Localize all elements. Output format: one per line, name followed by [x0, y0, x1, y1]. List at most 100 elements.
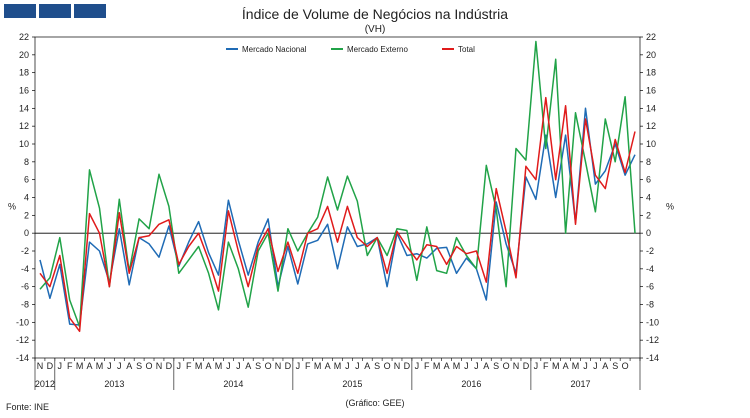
- x-tick-label-month: J: [226, 361, 231, 371]
- x-tick-label-month: M: [433, 361, 441, 371]
- x-tick-label-month: N: [275, 361, 282, 371]
- y-tick-label-right: 16: [646, 86, 656, 96]
- y-tick-label-left: 0: [24, 228, 29, 238]
- y-axis-label-left: %: [8, 201, 16, 211]
- x-tick-label-month: M: [453, 361, 461, 371]
- chart-title: Índice de Volume de Negócios na Indústri…: [241, 6, 509, 22]
- x-tick-label-month: D: [285, 361, 292, 371]
- x-tick-label-month: M: [552, 361, 560, 371]
- x-tick-label-month: A: [483, 361, 489, 371]
- legend-label: Mercado Nacional: [242, 45, 307, 54]
- y-tick-label-right: -14: [646, 353, 659, 363]
- x-tick-label-month: S: [612, 361, 618, 371]
- x-tick-label-month: F: [424, 361, 430, 371]
- header-block-2: [39, 4, 71, 18]
- y-axis-label-right: %: [666, 201, 674, 211]
- x-tick-label-month: J: [593, 361, 598, 371]
- y-tick-label-left: -10: [16, 317, 29, 327]
- x-tick-label-month: O: [622, 361, 629, 371]
- plot-frame: [34, 36, 641, 359]
- x-tick-label-month: A: [325, 361, 331, 371]
- x-tick-label-month: J: [464, 361, 469, 371]
- y-tick-label-left: 22: [19, 32, 29, 42]
- x-tick-label-month: J: [236, 361, 241, 371]
- x-tick-label-year: 2014: [223, 379, 243, 389]
- y-tick-label-right: 10: [646, 139, 656, 149]
- x-tick-label-month: D: [166, 361, 173, 371]
- x-tick-label-month: F: [67, 361, 73, 371]
- y-tick-label-left: 12: [19, 121, 29, 131]
- y-tick-label-right: 22: [646, 32, 656, 42]
- x-tick-label-month: F: [305, 361, 311, 371]
- x-tick-label-month: M: [76, 361, 84, 371]
- y-tick-label-left: 8: [24, 157, 29, 167]
- y-tick-label-left: 2: [24, 210, 29, 220]
- x-tick-label-month: M: [314, 361, 322, 371]
- x-tick-label-month: F: [543, 361, 549, 371]
- x-tick-label-month: A: [444, 361, 450, 371]
- x-tick-label-month: J: [107, 361, 112, 371]
- x-tick-label-month: J: [415, 361, 420, 371]
- x-tick-label-month: S: [136, 361, 142, 371]
- x-tick-label-month: M: [572, 361, 580, 371]
- y-tick-label-left: -14: [16, 353, 29, 363]
- header-blocks: [4, 4, 106, 18]
- header-block-1: [4, 4, 36, 18]
- x-tick-label-month: M: [334, 361, 342, 371]
- x-tick-label-year: 2017: [570, 379, 590, 389]
- y-tick-label-left: 4: [24, 193, 29, 203]
- x-tick-label-month: A: [364, 361, 370, 371]
- x-tick-label-month: A: [206, 361, 212, 371]
- y-tick-label-left: -8: [21, 300, 29, 310]
- y-tick-label-left: -4: [21, 264, 29, 274]
- x-tick-label-year: 2016: [461, 379, 481, 389]
- header-block-3: [74, 4, 106, 18]
- legend-label: Mercado Externo: [347, 45, 408, 54]
- x-tick-label-month: J: [177, 361, 182, 371]
- x-tick-label-month: M: [96, 361, 104, 371]
- x-tick-label-month: A: [126, 361, 132, 371]
- x-tick-label-month: M: [215, 361, 223, 371]
- y-tick-label-right: 2: [646, 210, 651, 220]
- y-tick-label-right: -12: [646, 335, 659, 345]
- x-tick-label-month: J: [296, 361, 301, 371]
- y-tick-label-left: 10: [19, 139, 29, 149]
- x-tick-label-month: J: [534, 361, 539, 371]
- y-tick-label-left: 18: [19, 68, 29, 78]
- y-tick-label-left: -2: [21, 246, 29, 256]
- x-tick-label-month: A: [87, 361, 93, 371]
- y-tick-label-right: -6: [646, 282, 654, 292]
- x-tick-label-year: 2015: [342, 379, 362, 389]
- legend-label: Total: [458, 45, 475, 54]
- x-tick-label-month: J: [117, 361, 122, 371]
- x-tick-label-month: J: [583, 361, 588, 371]
- x-tick-label-month: A: [563, 361, 569, 371]
- y-tick-label-left: 16: [19, 86, 29, 96]
- x-tick-label-month: D: [523, 361, 530, 371]
- x-tick-label-month: J: [355, 361, 360, 371]
- x-tick-label-year: 2012: [35, 379, 55, 389]
- y-tick-label-left: 20: [19, 50, 29, 60]
- x-tick-label-month: D: [47, 361, 54, 371]
- y-tick-label-right: -4: [646, 264, 654, 274]
- x-tick-label-month: J: [345, 361, 350, 371]
- x-tick-label-month: N: [513, 361, 520, 371]
- x-tick-label-month: A: [245, 361, 251, 371]
- x-tick-label-month: O: [146, 361, 153, 371]
- x-tick-label-month: O: [503, 361, 510, 371]
- series-line-total: [39, 96, 636, 333]
- y-tick-label-right: 4: [646, 193, 651, 203]
- x-tick-label-month: N: [394, 361, 401, 371]
- x-tick-label-month: A: [602, 361, 608, 371]
- y-tick-label-left: -12: [16, 335, 29, 345]
- x-tick-label-month: F: [186, 361, 192, 371]
- x-tick-label-month: S: [374, 361, 380, 371]
- chart-subtitle: (VH): [364, 24, 386, 35]
- x-tick-label-month: S: [255, 361, 261, 371]
- x-tick-label-month: M: [195, 361, 203, 371]
- y-tick-label-right: 12: [646, 121, 656, 131]
- y-tick-label-right: 20: [646, 50, 656, 60]
- y-tick-label-right: -8: [646, 300, 654, 310]
- series-line-mercado-externo: [39, 40, 636, 328]
